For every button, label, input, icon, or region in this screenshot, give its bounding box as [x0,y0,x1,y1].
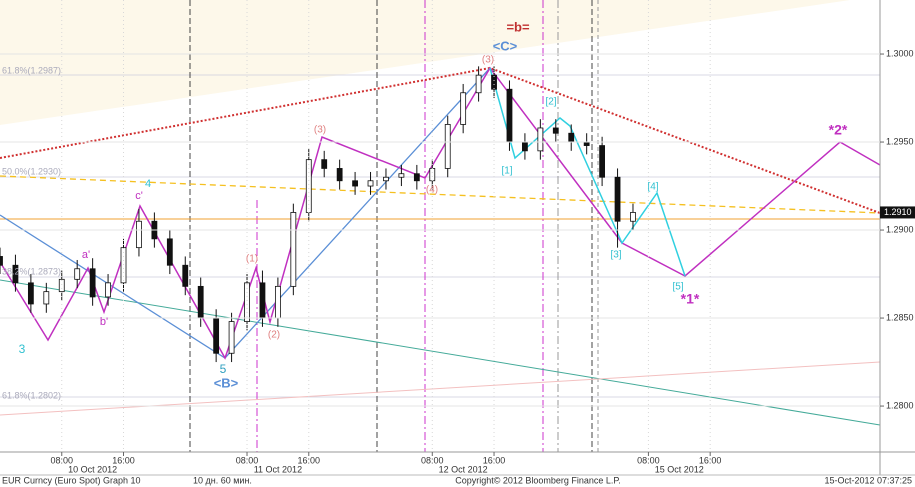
candle-body [0,256,3,266]
x-date-label: 11 Oct 2012 [254,464,302,474]
wave-annotation: [3] [610,250,621,261]
x-tick-label: 08:00 [421,455,444,465]
candle-body [228,321,235,354]
x-tick-label: 08:00 [236,455,259,465]
x-date-label: 15 Oct 2012 [655,464,704,474]
candle-body [352,180,358,187]
wave-annotation: a' [82,249,90,261]
candle-body [599,145,606,178]
wave-annotation: 61.8%(1.2987) [2,65,61,75]
x-tick-label: 16:00 [483,455,506,465]
candle-body [583,141,590,146]
footer-security: EUR Curncy (Euro Spot) Graph 10 [2,475,141,485]
candle-body [213,317,220,354]
x-tick-label: 16:00 [298,455,321,465]
candle-body [383,176,389,182]
candle-body [244,282,250,322]
wave-annotation: *1* [681,291,700,307]
footer-period: 10 дн. 60 мин. [193,475,252,485]
wave-annotation: (2) [268,330,280,341]
wave-annotation: *2* [829,122,848,138]
candle-body [321,159,328,169]
wave-line [489,67,686,277]
x-tick-label: 08:00 [637,455,660,465]
wave-annotation: 3 [19,342,26,356]
candle-body [429,168,436,182]
candles [0,66,636,363]
y-tick-label: 1.2800 [886,400,914,410]
wave-annotation: <B> [214,375,239,390]
candle-body [630,212,636,222]
x-tick-label: 08:00 [50,455,73,465]
candle-body [475,74,482,94]
y-tick-label: 1.2900 [886,224,914,234]
wave-annotation: 50.0%(1.2930) [2,166,61,176]
candle-body [336,168,343,182]
wave-annotation: 5 [220,362,227,376]
trend-line [0,175,881,214]
wave-annotation: 4 [145,178,151,190]
wave-annotation: [1] [501,166,512,177]
x-tick-label: 16:00 [112,455,135,465]
wave-annotation: [4] [647,182,658,193]
candle-body [136,220,142,249]
candle-body [367,180,374,187]
candle-body [197,285,204,319]
candle-body [182,264,189,287]
candle-body [89,268,96,298]
candle-body [120,247,127,284]
candle-body [43,291,50,305]
wave-annotation: <C> [493,38,518,53]
candle-body [398,173,405,178]
wave-annotation: 38.2%(1.2873) [2,266,61,276]
candle-body [506,88,513,143]
candle-body [12,264,19,284]
wave-annotation: =b= [506,19,530,34]
wave-annotation: (3) [314,125,326,136]
wave-annotation: c' [135,190,143,202]
wave-annotation: [5] [672,282,683,293]
candle-body [105,282,111,298]
wave-annotation: (1) [246,254,258,265]
candle-body [166,238,173,266]
last-price-label: 1.2910 [884,207,912,217]
candle-body [491,74,497,90]
footer-copyright: Copyright© 2012 Bloomberg Finance L.P. [455,475,621,485]
candle-body [58,278,65,293]
candle-body [290,212,297,287]
y-tick-label: 1.3000 [886,48,914,58]
trend-line [0,279,881,426]
candle-body [522,141,528,152]
shaded-zone [0,0,880,125]
candle-body [614,176,621,222]
x-tick-label: 16:00 [699,455,722,465]
candle-body [444,124,451,169]
footer-timestamp: 15-Oct-2012 07:37:25 [824,475,912,485]
candle-body [568,132,575,143]
x-date-label: 12 Oct 2012 [439,464,488,474]
candle-body [552,127,559,134]
candle-body [413,173,420,182]
y-tick-label: 1.2850 [886,312,914,322]
last-price-box [880,206,915,219]
candle-body [74,268,81,280]
candle-body [537,127,544,152]
candle-body [274,285,281,319]
wave-annotation: b' [100,316,108,328]
x-date-label: 10 Oct 2012 [68,464,117,474]
wave-annotation: (4) [426,185,438,196]
wave-annotation: (3) [482,55,494,66]
drawings [0,0,881,452]
candle-body [460,92,467,125]
candle-body [259,282,266,319]
wave-annotation: 61.8%(1.2802) [2,390,61,400]
wave-annotation: [2] [545,97,556,108]
y-tick-label: 1.2950 [886,136,914,146]
candle-body [27,282,34,305]
